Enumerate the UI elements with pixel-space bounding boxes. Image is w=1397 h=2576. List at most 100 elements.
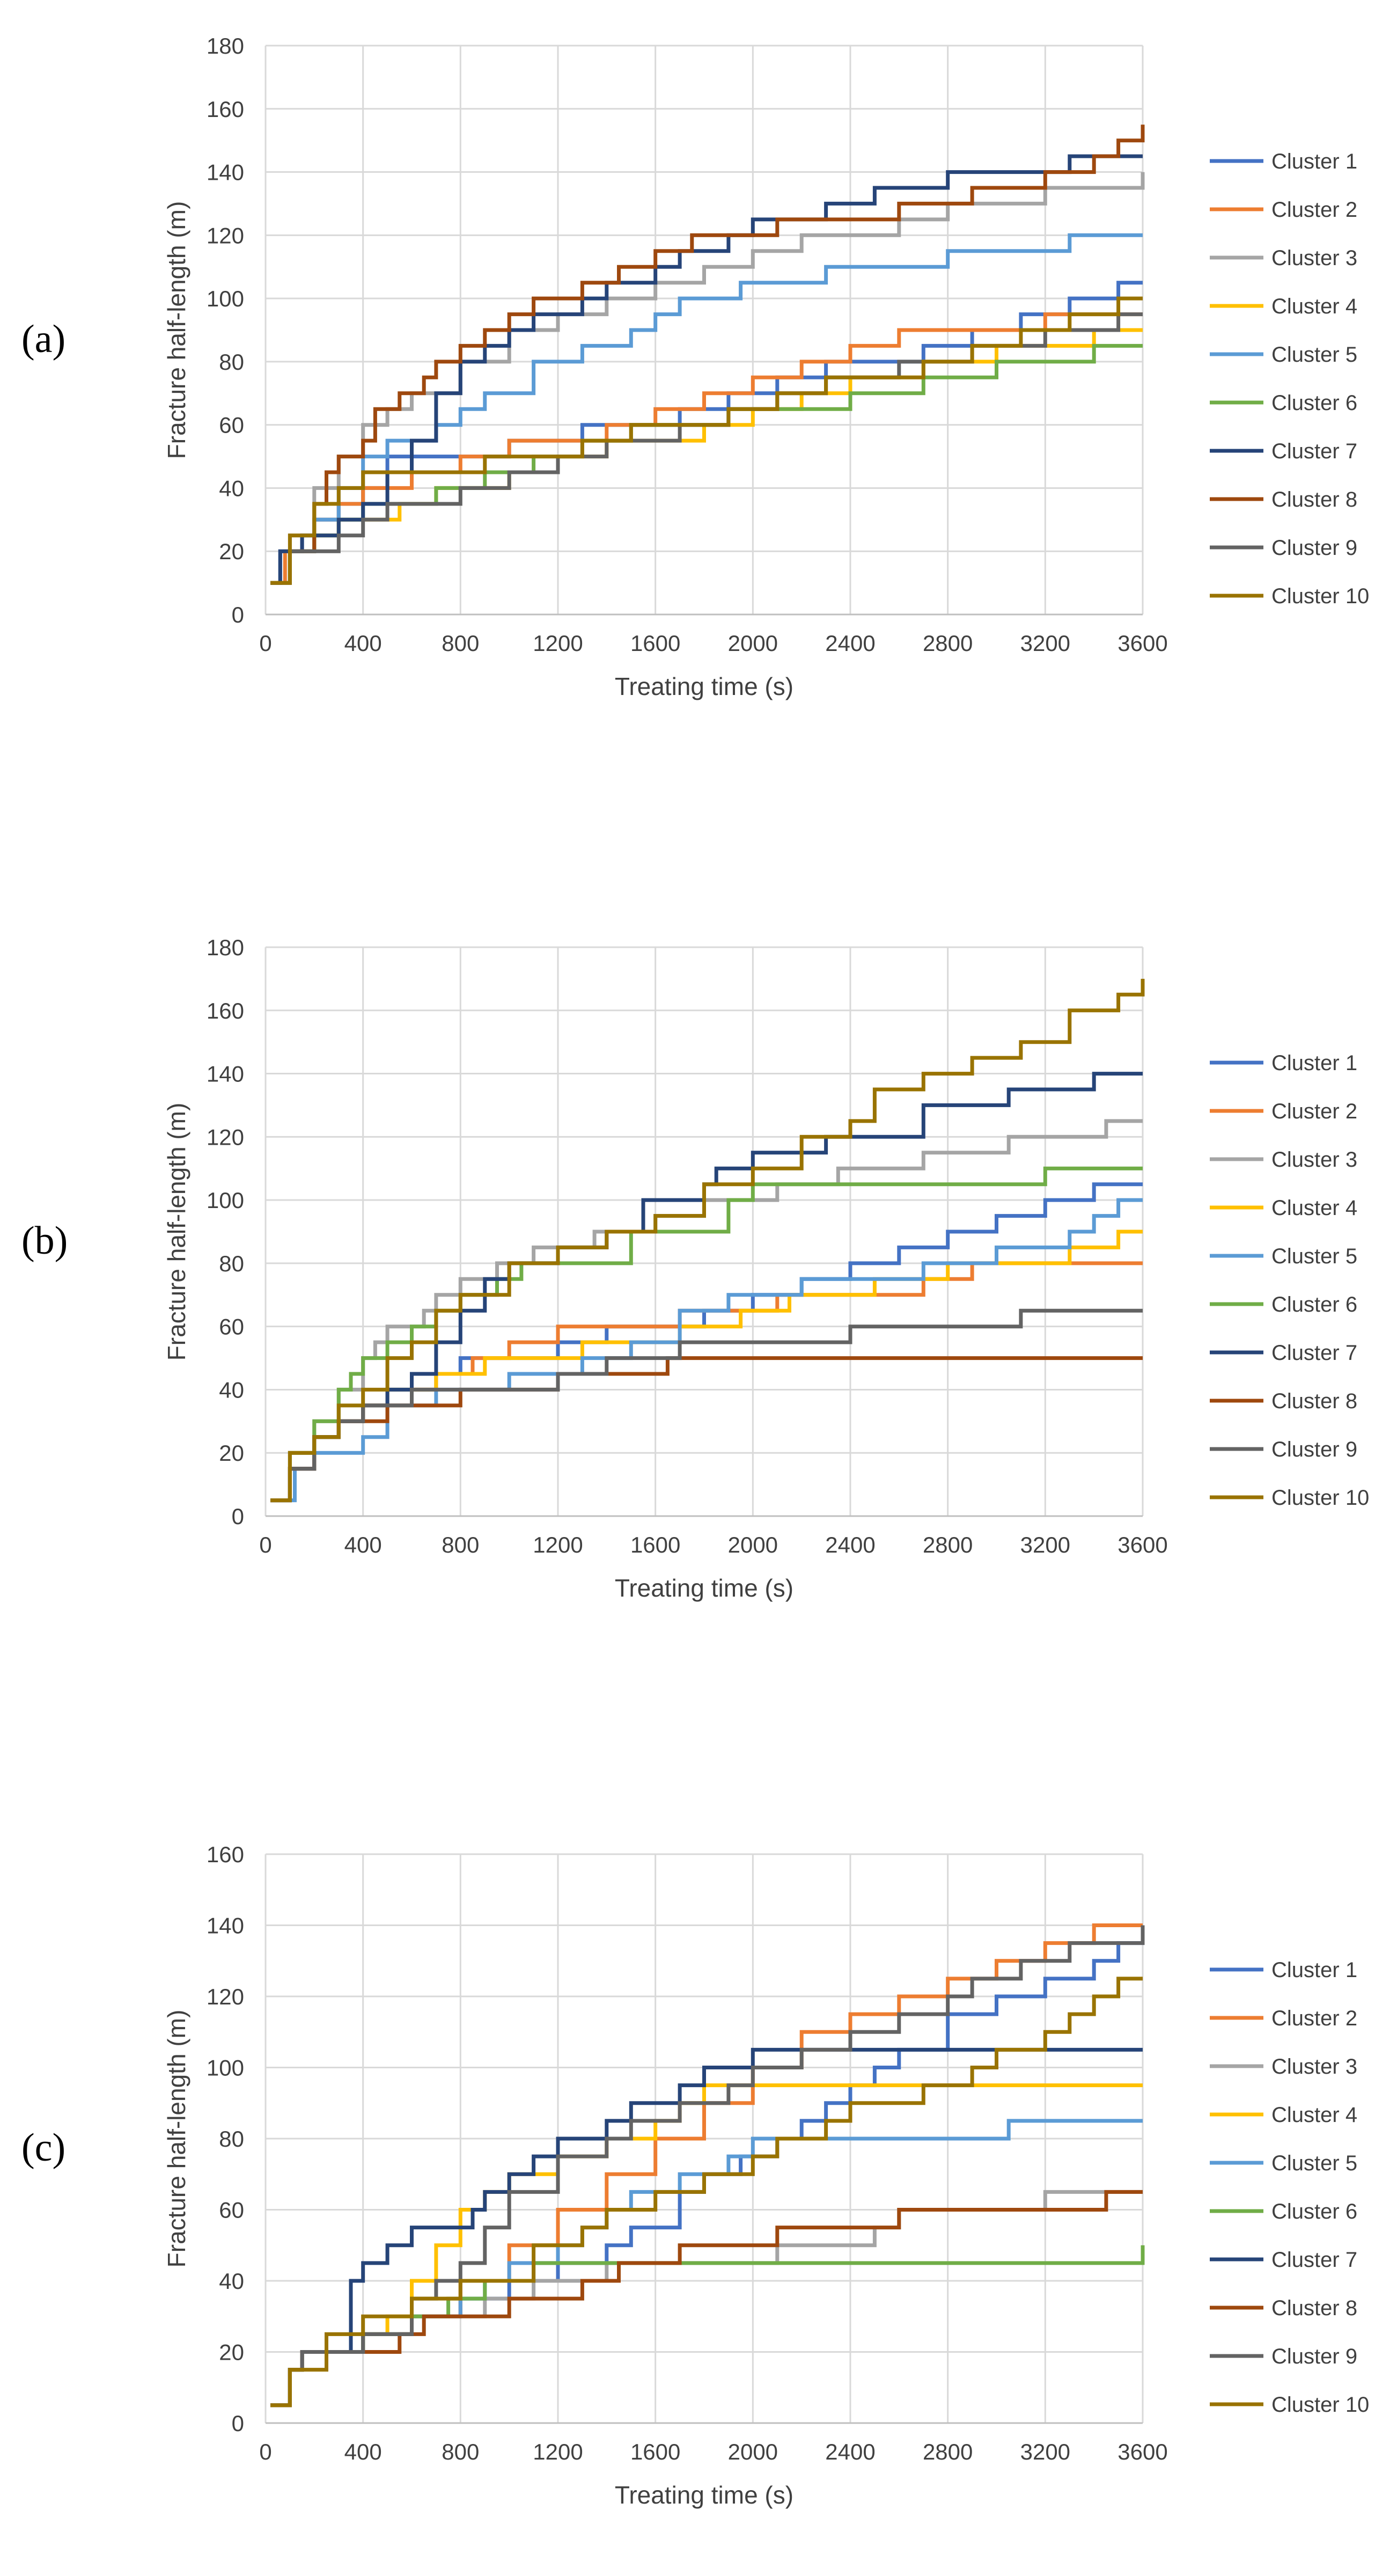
legend-label: Cluster 8: [1271, 488, 1357, 511]
x-tick-label: 400: [344, 1532, 382, 1557]
y-tick-label: 120: [207, 1984, 244, 2009]
series-line-cluster-8: [270, 1356, 1143, 1503]
x-tick-label: 3200: [1020, 1532, 1070, 1557]
x-tick-label: 3600: [1117, 631, 1167, 656]
legend-label: Cluster 10: [1271, 2393, 1369, 2417]
x-tick-label: 2800: [923, 2439, 973, 2464]
legend-label: Cluster 2: [1271, 198, 1357, 222]
x-tick-label: 2400: [825, 2439, 875, 2464]
x-tick-label: 2400: [825, 631, 875, 656]
y-tick-label: 0: [232, 602, 244, 627]
x-tick-label: 1200: [533, 631, 583, 656]
x-tick-label: 1200: [533, 2439, 583, 2464]
legend-label: Cluster 9: [1271, 536, 1357, 560]
legend-label: Cluster 1: [1271, 1958, 1357, 1982]
y-tick-label: 20: [219, 539, 244, 564]
chart-panel-c: (c) 0 400 800 1200 1600 2000 2400 2800 3200 3600 0…: [0, 1825, 1397, 2576]
legend-label: Cluster 7: [1271, 440, 1357, 463]
x-axis-title: Treating time (s): [615, 2481, 793, 2509]
y-tick-label: 40: [219, 475, 244, 501]
x-tick-label: 400: [344, 631, 382, 656]
series-line-cluster-3: [270, 2190, 1143, 2407]
y-tick-label: 120: [207, 223, 244, 248]
legend-label: Cluster 8: [1271, 1389, 1357, 1413]
x-axis-title: Treating time (s): [615, 1574, 793, 1602]
legend-label: Cluster 7: [1271, 2248, 1357, 2272]
series-line-cluster-2: [270, 1261, 1143, 1503]
y-tick-label: 100: [207, 286, 244, 311]
legend-label: Cluster 4: [1271, 2103, 1357, 2127]
legend-label: Cluster 4: [1271, 295, 1357, 318]
series-line-cluster-5: [270, 1198, 1143, 1503]
series-line-cluster-2: [270, 312, 1143, 585]
x-tick-label: 800: [442, 631, 479, 656]
legend-label: Cluster 6: [1271, 1293, 1357, 1316]
x-tick-label: 3600: [1117, 2439, 1167, 2464]
legend-label: Cluster 3: [1271, 246, 1357, 270]
legend-label: Cluster 3: [1271, 2055, 1357, 2079]
legend-label: Cluster 5: [1271, 343, 1357, 367]
x-tick-label: 2000: [728, 1532, 778, 1557]
y-tick-label: 180: [207, 935, 244, 960]
y-tick-label: 20: [219, 1440, 244, 1466]
series-line-cluster-6: [270, 2245, 1145, 2407]
y-tick-label: 60: [219, 1314, 244, 1340]
panel-label: (c): [21, 2126, 66, 2170]
legend-label: Cluster 7: [1271, 1341, 1357, 1365]
x-tick-label: 400: [344, 2439, 382, 2464]
x-tick-label: 3200: [1020, 631, 1070, 656]
x-tick-label: 3200: [1020, 2439, 1070, 2464]
series-line-cluster-7: [270, 154, 1143, 585]
series-line-cluster-10: [270, 296, 1143, 585]
x-tick-label: 1600: [630, 2439, 680, 2464]
chart-b: 0 400 800 1200 1600 2000 2400 2800 3200 3600 0 20 40…: [163, 935, 1369, 1602]
x-tick-label: 2800: [923, 1532, 973, 1557]
series-line-cluster-9: [270, 1308, 1143, 1503]
x-tick-label: 2000: [728, 2439, 778, 2464]
y-axis-title: Fracture half-length (m): [163, 1103, 190, 1361]
y-axis-title: Fracture half-length (m): [163, 201, 190, 459]
y-tick-label: 100: [207, 2055, 244, 2081]
y-tick-label: 40: [219, 2268, 244, 2294]
series-line-cluster-10: [270, 1977, 1143, 2407]
x-tick-label: 0: [259, 2439, 271, 2464]
legend-label: Cluster 6: [1271, 2200, 1357, 2223]
panel-label: (b): [21, 1219, 68, 1263]
legend-label: Cluster 5: [1271, 1245, 1357, 1268]
y-tick-label: 60: [219, 413, 244, 438]
series-line-cluster-9: [270, 312, 1143, 585]
x-tick-label: 2400: [825, 1532, 875, 1557]
x-tick-label: 0: [259, 1532, 271, 1557]
y-tick-label: 140: [207, 1913, 244, 1938]
chart-panel-b: (b) 0 400 800 1200 1600 2000 2400 2800 3200 3600 0…: [0, 918, 1397, 1669]
x-tick-label: 0: [259, 631, 271, 656]
y-tick-label: 40: [219, 1377, 244, 1402]
chart-panel-a: (a) 0 400 800 1200 1600 2000 2400 2800 3200 3600 0…: [0, 16, 1397, 767]
y-tick-label: 160: [207, 97, 244, 122]
y-tick-label: 80: [219, 2126, 244, 2151]
y-tick-label: 0: [232, 1504, 244, 1529]
series-line-cluster-8: [270, 125, 1145, 585]
chart-a: 0 400 800 1200 1600 2000 2400 2800 3200 3600 0 20 40…: [163, 33, 1369, 700]
legend-label: Cluster 10: [1271, 1486, 1369, 1510]
legend-label: Cluster 5: [1271, 2151, 1357, 2175]
y-tick-label: 20: [219, 2340, 244, 2365]
panel-label: (a): [21, 317, 66, 361]
series-line-cluster-1: [270, 281, 1143, 585]
series-line-cluster-6: [270, 343, 1143, 585]
y-tick-label: 140: [207, 160, 244, 185]
y-tick-label: 80: [219, 349, 244, 375]
y-tick-label: 80: [219, 1251, 244, 1276]
series-line-cluster-4: [270, 1230, 1143, 1503]
series-line-cluster-9: [270, 1925, 1145, 2407]
x-tick-label: 3600: [1117, 1532, 1167, 1557]
legend-label: Cluster 8: [1271, 2296, 1357, 2320]
x-axis-title: Treating time (s): [615, 672, 793, 700]
legend-label: Cluster 9: [1271, 2345, 1357, 2368]
legend-label: Cluster 1: [1271, 150, 1357, 173]
legend-label: Cluster 4: [1271, 1196, 1357, 1220]
legend-label: Cluster 6: [1271, 391, 1357, 415]
series-line-cluster-8: [270, 2190, 1143, 2407]
y-tick-label: 60: [219, 2198, 244, 2223]
x-tick-label: 800: [442, 1532, 479, 1557]
